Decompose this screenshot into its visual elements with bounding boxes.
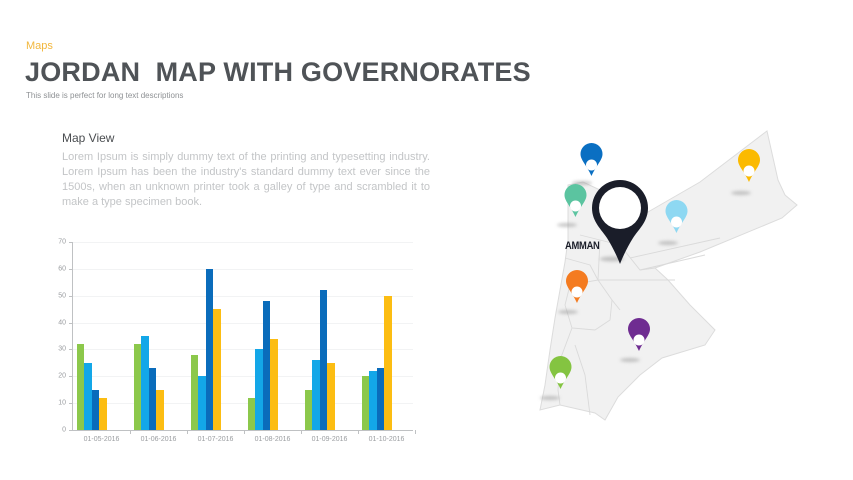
x-tick-label: 01-09-2016	[311, 436, 348, 443]
pin-irbid-icon[interactable]	[580, 143, 603, 176]
y-tick-label: 10	[58, 399, 66, 407]
y-tick-label: 40	[58, 319, 66, 327]
bar-2	[369, 370, 377, 430]
bar-1	[133, 344, 141, 430]
bar-3	[148, 368, 156, 430]
y-tick-mark	[69, 403, 73, 405]
bar-4	[99, 397, 107, 430]
bar-2	[198, 376, 206, 430]
x-tick-mark	[187, 430, 188, 434]
y-tick-label: 70	[58, 238, 66, 246]
bar-1	[304, 389, 312, 430]
bar-4	[384, 295, 392, 430]
jordan-outline	[539, 130, 798, 421]
pin-karak-icon[interactable]	[566, 270, 588, 303]
y-tick-label: 30	[58, 345, 66, 353]
bar-2	[255, 349, 263, 430]
section-title: Map View	[62, 131, 115, 145]
x-tick-label: 01-07-2016	[197, 436, 234, 443]
y-tick-label: 0	[62, 426, 66, 434]
y-tick-mark	[69, 322, 73, 324]
pin-aqaba-icon[interactable]	[549, 356, 572, 389]
x-axis	[72, 430, 413, 431]
page-title: JORDAN MAP WITH GOVERNORATES	[25, 57, 531, 87]
gridline	[73, 322, 413, 324]
bar-3	[91, 389, 99, 430]
y-tick-label: 20	[58, 372, 66, 380]
bar-3	[262, 301, 270, 430]
bar-4	[213, 309, 221, 430]
gridline	[73, 376, 413, 378]
bar-chart: 0 10 20 30 40 50 60 70 01-05-2016 01-06-2016 01-07…	[40, 235, 420, 450]
y-tick-mark	[69, 295, 73, 297]
bar-2	[312, 360, 320, 430]
bar-4	[156, 389, 164, 430]
x-tick-label: 01-05-2016	[83, 436, 120, 443]
description-text: Lorem Ipsum is simply dummy text of the …	[62, 151, 430, 208]
y-tick-mark	[69, 430, 73, 431]
pin-mafraq-icon[interactable]	[738, 149, 760, 182]
y-tick-label: 60	[58, 265, 66, 273]
gridline	[73, 268, 413, 270]
y-tick-mark	[69, 268, 73, 270]
y-tick-mark	[69, 242, 73, 243]
x-tick-label: 01-10-2016	[368, 436, 405, 443]
gridline	[73, 242, 413, 243]
bar-3	[376, 368, 384, 430]
bar-4	[270, 338, 278, 430]
pin-maan-icon[interactable]	[628, 318, 650, 351]
amman-label: AMMAN	[565, 240, 600, 252]
x-tick-mark	[130, 430, 131, 434]
x-tick-label: 01-06-2016	[140, 436, 177, 443]
y-tick-mark	[69, 349, 73, 351]
bar-2	[84, 362, 92, 430]
pin-shadows	[540, 181, 751, 400]
slide-category: Maps	[26, 40, 53, 52]
gridline	[73, 349, 413, 351]
pin-amman-icon[interactable]	[592, 180, 648, 264]
y-tick-mark	[69, 376, 73, 378]
gridline	[73, 403, 413, 405]
pin-zarqa-icon[interactable]	[665, 200, 688, 233]
bar-3	[319, 290, 327, 430]
bar-1	[190, 354, 198, 430]
bar-3	[205, 268, 213, 430]
governorate-borders	[557, 211, 721, 416]
bar-1	[361, 376, 369, 430]
bar-2	[141, 336, 149, 430]
x-tick-label: 01-08-2016	[254, 436, 291, 443]
x-tick-mark	[358, 430, 359, 434]
y-tick-label: 50	[58, 292, 66, 300]
pin-balqa-icon[interactable]	[564, 184, 587, 217]
page-subtitle: This slide is perfect for long text desc…	[26, 91, 184, 100]
bar-1	[76, 344, 84, 430]
y-axis	[72, 242, 73, 430]
x-tick-mark	[415, 430, 416, 434]
bar-4	[327, 362, 335, 430]
x-tick-mark	[244, 430, 245, 434]
gridline	[73, 295, 413, 297]
bar-1	[247, 397, 255, 430]
x-tick-mark	[301, 430, 302, 434]
